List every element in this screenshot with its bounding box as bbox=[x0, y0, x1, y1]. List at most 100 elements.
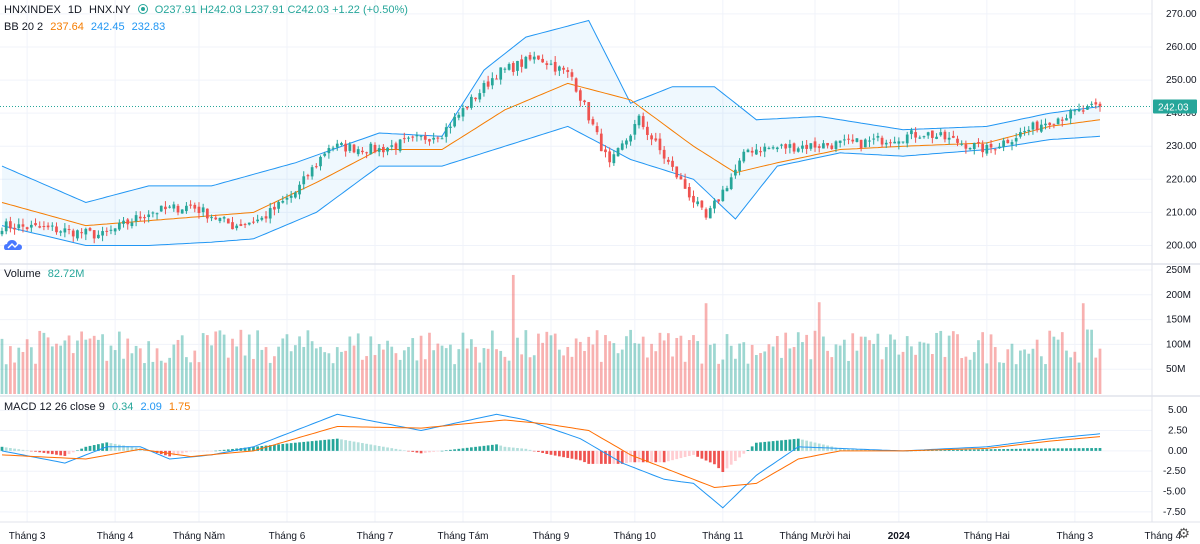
symbol-name[interactable]: HNXINDEX bbox=[4, 4, 61, 16]
time-tick-label: Tháng 3 bbox=[9, 531, 46, 542]
volume-tick-label: 250M bbox=[1166, 265, 1191, 276]
last-price-badge bbox=[1153, 99, 1197, 114]
volume-bar bbox=[641, 336, 645, 394]
macd-histogram-bar bbox=[369, 444, 373, 451]
candle-body bbox=[511, 62, 515, 72]
macd-histogram-bar bbox=[700, 450, 704, 459]
volume-bar bbox=[868, 340, 871, 394]
candle-body bbox=[788, 144, 792, 148]
volume-bar bbox=[356, 333, 360, 394]
candle-body bbox=[838, 140, 842, 143]
candle-body bbox=[390, 145, 394, 147]
candle-body bbox=[646, 126, 649, 135]
volume-bar bbox=[38, 330, 42, 394]
macd-histogram-bar bbox=[428, 450, 431, 453]
volume-bar bbox=[243, 355, 247, 394]
candle-body bbox=[801, 145, 804, 149]
candle-body bbox=[210, 217, 213, 219]
time-tick-label: Tháng Năm bbox=[173, 531, 225, 542]
bb-upper-value: 242.45 bbox=[90, 21, 125, 33]
volume-bar bbox=[805, 334, 809, 394]
macd-label[interactable]: MACD 12 26 close 9 bbox=[4, 401, 105, 413]
candle-body bbox=[9, 221, 12, 229]
bb-label[interactable]: BB 20 2 bbox=[4, 21, 44, 33]
volume-bar bbox=[931, 354, 934, 394]
candle-body bbox=[725, 188, 729, 192]
volume-bar bbox=[423, 359, 427, 394]
candle-body bbox=[457, 114, 461, 118]
candle-body bbox=[436, 137, 440, 139]
volume-bar bbox=[273, 356, 276, 394]
volume-legend[interactable]: Volume 82.72M bbox=[4, 268, 88, 280]
candle-body bbox=[42, 225, 46, 227]
volume-bar bbox=[277, 346, 280, 394]
macd-histogram-bar bbox=[486, 445, 490, 451]
candle-body bbox=[444, 127, 448, 137]
macd-legend[interactable]: MACD 12 26 close 9 0.34 2.09 1.75 bbox=[4, 401, 194, 413]
macd-histogram-bar bbox=[423, 450, 427, 453]
volume-label[interactable]: Volume bbox=[4, 268, 41, 280]
macd-histogram-bar bbox=[599, 450, 603, 464]
macd-histogram-bar bbox=[629, 450, 632, 463]
macd-histogram-bar bbox=[97, 444, 100, 451]
macd-histogram-bar bbox=[1039, 448, 1043, 451]
ohlc-values: O237.91 H242.03 L237.91 C242.03 +1.22 (+… bbox=[154, 4, 408, 16]
macd-histogram-bar bbox=[662, 450, 666, 463]
candle-body bbox=[356, 149, 360, 155]
macd-histogram-bar bbox=[465, 447, 469, 451]
candle-body bbox=[130, 222, 134, 227]
candle-body bbox=[13, 227, 16, 230]
macd-histogram-bar bbox=[302, 441, 306, 451]
macd-histogram-bar bbox=[784, 439, 788, 451]
volume-bar bbox=[629, 329, 632, 394]
bollinger-fill-area bbox=[2, 20, 1100, 246]
volume-bar bbox=[9, 346, 12, 394]
macd-histogram-bar bbox=[352, 441, 356, 451]
bb-lower-value: 232.83 bbox=[131, 21, 166, 33]
volume-bar bbox=[826, 350, 829, 394]
candle-body bbox=[1023, 131, 1026, 133]
interval-label[interactable]: 1D bbox=[67, 4, 82, 16]
bollinger-upper-line bbox=[1, 19, 1101, 204]
price-axis[interactable]: 270.00 260.00 250.00 240.00 230.00 220.00 210.… bbox=[1152, 0, 1200, 544]
volume-bar bbox=[63, 340, 67, 394]
settings-gear-icon[interactable]: ⚙ bbox=[1177, 525, 1190, 541]
macd-histogram-bar bbox=[71, 450, 75, 453]
volume-bar bbox=[746, 363, 750, 394]
macd-line-value: 2.09 bbox=[140, 401, 162, 413]
volume-bar bbox=[910, 346, 913, 394]
volume-bar bbox=[432, 350, 436, 394]
macd-histogram-bar bbox=[205, 450, 209, 452]
macd-histogram-bar bbox=[319, 440, 322, 451]
macd-histogram-bar bbox=[176, 450, 180, 455]
volume-bar bbox=[528, 357, 532, 394]
macd-histogram-bar bbox=[0, 446, 4, 451]
volume-bar bbox=[708, 344, 712, 394]
volume-bar bbox=[738, 343, 741, 394]
macd-histogram-bar bbox=[608, 450, 612, 464]
macd-histogram-bar bbox=[470, 447, 473, 451]
macd-histogram-bar bbox=[587, 450, 591, 464]
candle-body bbox=[105, 230, 109, 232]
candle-body bbox=[17, 224, 21, 229]
symbol-legend[interactable]: HNXINDEX 1D HNX.NY O237.91 H242.03 L237.… bbox=[4, 4, 412, 16]
candle-body bbox=[847, 138, 850, 140]
candle-body bbox=[1044, 123, 1047, 126]
volume-bar bbox=[50, 346, 54, 394]
candle-body bbox=[432, 137, 436, 140]
time-axis[interactable]: Tháng 3 Tháng 4 Tháng Năm Tháng 6 Tháng 7 Thá… bbox=[0, 521, 1200, 542]
tradingview-logo-icon[interactable] bbox=[4, 238, 22, 252]
volume-bar bbox=[1010, 343, 1014, 394]
macd-histogram-bar bbox=[449, 449, 452, 451]
macd-histogram-bar bbox=[247, 447, 251, 451]
candle-body bbox=[465, 106, 469, 109]
time-tick-label: Tháng Hai bbox=[964, 531, 1010, 542]
volume-bar bbox=[901, 351, 905, 394]
bb-legend[interactable]: BB 20 2 237.64 242.45 232.83 bbox=[4, 21, 169, 33]
volume-bar bbox=[750, 344, 754, 394]
macd-histogram-bar bbox=[80, 448, 83, 451]
macd-tick-label: -2.50 bbox=[1163, 466, 1186, 477]
volume-bar bbox=[1073, 351, 1077, 394]
macd-histogram-bar bbox=[185, 450, 188, 453]
